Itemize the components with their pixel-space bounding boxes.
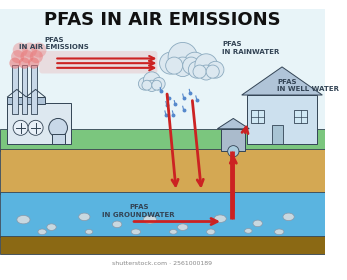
- FancyBboxPatch shape: [221, 129, 245, 151]
- Circle shape: [9, 58, 20, 69]
- Circle shape: [166, 57, 183, 74]
- Ellipse shape: [47, 224, 56, 230]
- Circle shape: [49, 118, 67, 137]
- Circle shape: [195, 54, 217, 76]
- Circle shape: [11, 50, 24, 63]
- Circle shape: [207, 61, 224, 78]
- Ellipse shape: [283, 213, 294, 221]
- Ellipse shape: [245, 228, 252, 233]
- Ellipse shape: [143, 215, 156, 224]
- FancyBboxPatch shape: [22, 65, 27, 114]
- Circle shape: [142, 80, 152, 90]
- Ellipse shape: [79, 213, 90, 221]
- FancyBboxPatch shape: [251, 110, 264, 123]
- Circle shape: [28, 58, 39, 69]
- FancyBboxPatch shape: [247, 95, 317, 144]
- Ellipse shape: [170, 230, 177, 234]
- Text: PFAS IN AIR EMISSIONS: PFAS IN AIR EMISSIONS: [44, 11, 280, 29]
- Circle shape: [146, 80, 158, 92]
- FancyBboxPatch shape: [0, 149, 325, 194]
- Circle shape: [152, 80, 162, 90]
- Circle shape: [184, 52, 206, 74]
- Circle shape: [22, 43, 37, 58]
- FancyBboxPatch shape: [0, 192, 325, 237]
- Text: shutterstock.com · 2561000189: shutterstock.com · 2561000189: [112, 261, 212, 266]
- Circle shape: [13, 120, 28, 135]
- Circle shape: [20, 50, 34, 63]
- Circle shape: [160, 52, 181, 74]
- Ellipse shape: [214, 215, 226, 222]
- FancyBboxPatch shape: [31, 65, 36, 114]
- Ellipse shape: [206, 229, 215, 235]
- Text: PFAS
IN GROUNDWATER: PFAS IN GROUNDWATER: [102, 204, 175, 218]
- FancyBboxPatch shape: [8, 97, 45, 104]
- FancyBboxPatch shape: [52, 134, 65, 144]
- Circle shape: [138, 78, 151, 90]
- Ellipse shape: [112, 221, 122, 228]
- Circle shape: [193, 65, 206, 78]
- Circle shape: [143, 72, 160, 89]
- Circle shape: [188, 61, 205, 78]
- Text: PFAS
IN RAINWATER: PFAS IN RAINWATER: [222, 41, 279, 55]
- Polygon shape: [242, 67, 322, 95]
- Circle shape: [183, 57, 200, 74]
- Text: PFAS
IN WELL WATER: PFAS IN WELL WATER: [277, 79, 339, 92]
- Circle shape: [198, 65, 214, 80]
- Circle shape: [30, 50, 43, 63]
- FancyBboxPatch shape: [294, 110, 307, 123]
- Circle shape: [32, 43, 46, 58]
- Circle shape: [206, 65, 219, 78]
- Circle shape: [152, 78, 165, 90]
- Text: PFAS
IN AIR EMISSIONS: PFAS IN AIR EMISSIONS: [19, 37, 89, 50]
- FancyBboxPatch shape: [8, 102, 71, 144]
- Polygon shape: [217, 118, 249, 129]
- Ellipse shape: [131, 229, 141, 235]
- Ellipse shape: [274, 229, 284, 235]
- Ellipse shape: [85, 230, 93, 234]
- FancyBboxPatch shape: [12, 65, 18, 114]
- Ellipse shape: [253, 220, 262, 227]
- FancyBboxPatch shape: [0, 9, 325, 187]
- Circle shape: [173, 57, 193, 76]
- Circle shape: [228, 146, 239, 157]
- Ellipse shape: [178, 224, 188, 230]
- Circle shape: [13, 43, 28, 58]
- FancyBboxPatch shape: [272, 125, 283, 144]
- Ellipse shape: [38, 229, 46, 235]
- Circle shape: [28, 120, 43, 135]
- FancyBboxPatch shape: [0, 129, 325, 151]
- FancyBboxPatch shape: [39, 51, 158, 73]
- Circle shape: [168, 43, 197, 72]
- FancyBboxPatch shape: [0, 235, 325, 254]
- Circle shape: [19, 58, 30, 69]
- Ellipse shape: [17, 215, 30, 224]
